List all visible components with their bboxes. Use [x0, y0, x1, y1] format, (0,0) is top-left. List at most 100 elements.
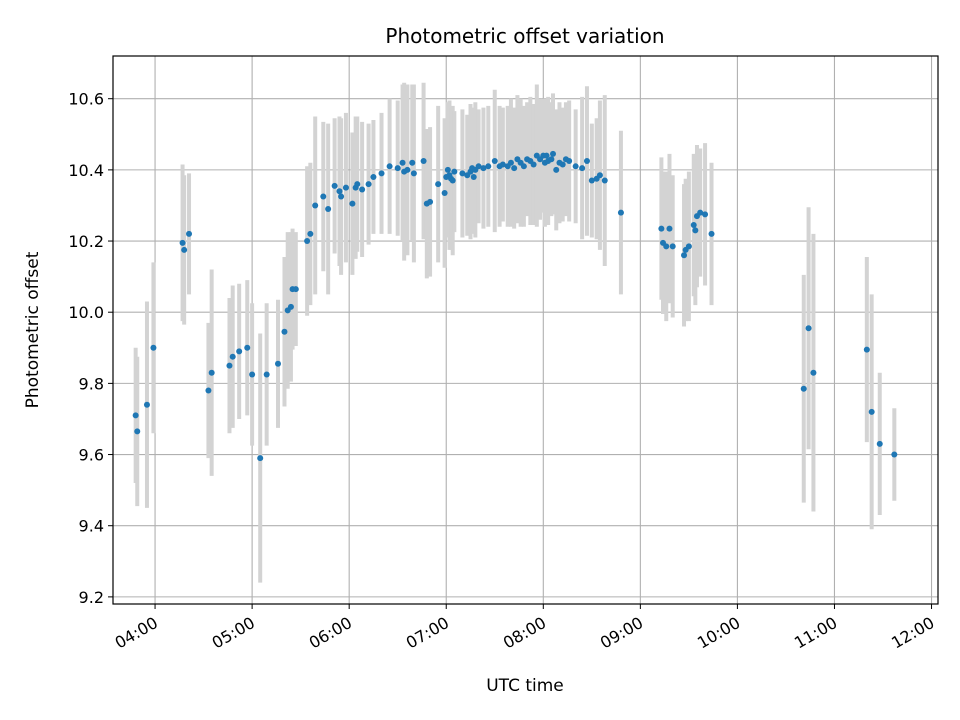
data-point	[863, 346, 870, 353]
y-tick-label: 9.2	[79, 588, 104, 607]
data-point	[666, 225, 673, 232]
data-point	[543, 152, 550, 159]
data-point	[365, 181, 372, 188]
data-point	[181, 246, 188, 253]
data-point	[692, 227, 699, 234]
data-point	[292, 286, 299, 293]
data-point	[349, 200, 356, 207]
data-point	[708, 230, 715, 237]
data-point	[530, 161, 537, 168]
y-tick-label: 10.0	[68, 303, 104, 322]
data-point	[420, 157, 427, 164]
data-point	[370, 173, 377, 180]
y-tick-label: 10.2	[68, 232, 104, 251]
data-point	[876, 440, 883, 447]
data-point	[441, 190, 448, 196]
data-point	[475, 163, 482, 170]
data-point	[596, 172, 603, 179]
data-point	[236, 348, 243, 355]
data-point	[579, 165, 586, 172]
y-ticks: 9.2 9.4 9.6 9.8 10.0 10.2 10.4 10.6	[68, 90, 113, 607]
data-point	[304, 238, 311, 245]
y-tick-label: 9.4	[79, 517, 104, 536]
data-point	[205, 387, 212, 394]
data-point	[325, 206, 332, 213]
data-point	[143, 401, 150, 408]
y-tick-label: 10.4	[68, 161, 104, 180]
data-point	[320, 193, 327, 200]
y-tick-label: 9.8	[79, 374, 104, 393]
data-point	[550, 150, 556, 157]
data-point	[485, 163, 492, 170]
y-tick-label: 10.6	[68, 90, 104, 109]
data-point	[229, 353, 236, 360]
data-point	[559, 161, 566, 168]
data-point	[868, 408, 875, 415]
data-point	[663, 243, 670, 250]
data-point	[331, 182, 338, 189]
data-point	[669, 243, 676, 250]
data-point	[354, 181, 361, 188]
data-point	[583, 157, 590, 164]
data-point	[257, 455, 264, 462]
data-point	[470, 173, 477, 180]
chart-title: Photometric offset variation	[385, 24, 664, 48]
data-point	[491, 157, 498, 164]
x-axis-label: UTC time	[486, 676, 564, 696]
data-point	[690, 222, 697, 229]
data-point	[179, 239, 186, 246]
data-point	[399, 159, 406, 166]
data-point	[249, 371, 256, 378]
data-point	[287, 303, 294, 310]
data-point	[444, 166, 451, 173]
y-axis-label: Photometric offset	[23, 251, 43, 408]
data-point	[805, 325, 812, 332]
data-point	[359, 186, 366, 193]
data-point	[410, 170, 417, 177]
data-point	[150, 344, 157, 351]
data-point	[132, 412, 139, 419]
data-point	[427, 198, 434, 205]
data-point	[685, 243, 692, 250]
data-point	[511, 165, 518, 172]
data-point	[507, 159, 514, 166]
data-point	[658, 225, 665, 232]
data-point	[281, 328, 288, 335]
data-point	[404, 166, 411, 173]
data-point	[244, 344, 251, 351]
data-point	[226, 362, 233, 369]
data-point	[566, 157, 573, 164]
y-tick-label: 9.6	[79, 446, 104, 465]
data-point	[520, 163, 527, 170]
data-point	[810, 369, 817, 376]
data-point	[378, 170, 385, 177]
data-point	[891, 451, 898, 458]
data-point	[697, 209, 704, 216]
data-point	[134, 428, 141, 435]
data-point	[386, 163, 393, 170]
data-point	[572, 163, 579, 170]
data-point	[459, 170, 466, 177]
grid	[113, 56, 938, 604]
data-point	[208, 369, 215, 376]
plot-frame	[112, 55, 939, 605]
data-point	[307, 230, 314, 237]
data-point	[275, 360, 281, 367]
data-point	[336, 188, 343, 195]
data-point	[480, 165, 487, 172]
data-points	[132, 150, 898, 462]
data-point	[499, 161, 506, 168]
data-point	[435, 181, 442, 188]
data-point	[338, 193, 345, 200]
data-point	[702, 211, 709, 218]
data-point	[800, 385, 807, 392]
data-point	[588, 177, 595, 184]
data-point	[553, 166, 560, 173]
data-point	[548, 156, 555, 163]
data-point	[312, 202, 319, 209]
data-point	[449, 177, 456, 184]
data-point	[409, 159, 416, 166]
data-point	[601, 177, 608, 184]
